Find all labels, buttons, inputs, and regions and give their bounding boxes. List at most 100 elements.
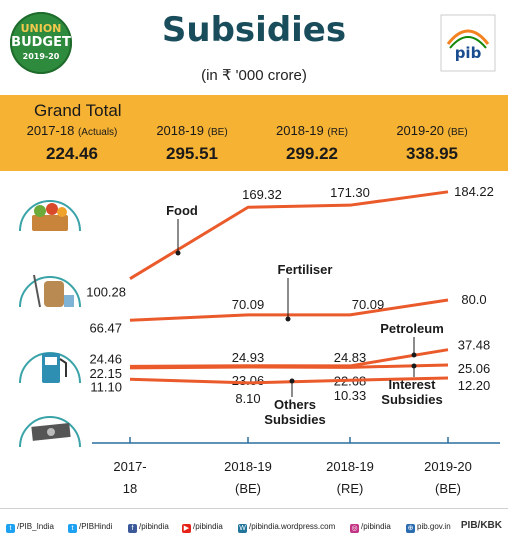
grand-total-col-2: 2018-19 (BE) 295.51 [132, 123, 252, 164]
data-label: 23.06 [232, 373, 265, 388]
fertiliser-icon-fork [33, 274, 41, 308]
data-label: 24.46 [89, 351, 122, 366]
data-label: 24.83 [334, 350, 367, 365]
data-label: 70.09 [232, 297, 265, 312]
x-tick-label: 2019-20 [424, 459, 472, 474]
data-label: 11.10 [90, 379, 122, 394]
year-text: 2018-19 [156, 123, 205, 138]
data-label: 70.09 [352, 297, 385, 312]
page-title: Subsidies [161, 10, 347, 50]
series-name: Others [274, 397, 316, 412]
series-name: Food [166, 203, 198, 218]
fuel-icon-hose [59, 358, 67, 377]
x-axis-ticks: 2017- 18 2018-19 (BE) 2018-19 (RE) 2019-20 (BE) [113, 437, 472, 496]
grand-total-col-1: 2017-18 (Actuals) 224.46 [12, 123, 132, 164]
x-tick-label: (BE) [435, 481, 461, 496]
footer-item[interactable]: t/PIBHindi [68, 522, 112, 533]
data-label: 37.48 [458, 338, 491, 353]
x-tick-label: 2017- [113, 459, 146, 474]
page-subtitle: (in ₹ '000 crore) [201, 67, 307, 84]
header: UNION BUDGET 2019-20 Subsidies (in ₹ '00… [0, 0, 508, 92]
union-budget-badge: UNION BUDGET 2019-20 [10, 12, 72, 74]
web-icon: ⊕ [406, 524, 415, 533]
footer-item[interactable]: ⊕ pib.gov.in [406, 522, 451, 533]
data-label: 25.06 [458, 361, 491, 376]
data-label: 184.22 [454, 184, 494, 199]
series-line-4 [129, 376, 449, 385]
fertiliser-icon-arc [19, 276, 81, 308]
fuel-icon-screen [45, 357, 57, 365]
x-tick-label: 2018-19 [224, 459, 272, 474]
pib-logo: pib [440, 14, 496, 72]
instagram-icon: ◎ [350, 524, 359, 533]
twitter-icon: t [6, 524, 15, 533]
grand-total-year: 2019-20 (BE) [372, 123, 492, 138]
fertiliser-sack-icon [19, 274, 81, 308]
food-icon-veg-1 [34, 205, 46, 217]
footer-item[interactable]: t/PIB_India [6, 522, 54, 533]
footer-brand: PIB/KBK [460, 520, 502, 531]
pib-logo-text: pib [455, 44, 482, 62]
x-tick-label: 18 [123, 481, 137, 496]
x-tick-label: 2018-19 [326, 459, 374, 474]
data-label: 171.30 [330, 185, 370, 200]
grand-total-value: 224.46 [46, 144, 98, 163]
footer-item[interactable]: f/pibindia [128, 522, 169, 533]
year-note: (RE) [327, 127, 348, 138]
pib-logo-arc-top [446, 29, 490, 45]
grand-total-value: 299.22 [286, 144, 338, 163]
data-label: 24.93 [232, 350, 265, 365]
badge-line-2: BUDGET [11, 35, 71, 50]
series-line-1 [129, 298, 449, 322]
series-line-0 [129, 190, 449, 280]
footer-item[interactable]: W/pibindia.wordpress.com [238, 522, 336, 533]
food-icon-crate [32, 215, 68, 231]
grand-total-year: 2017-18 (Actuals) [12, 123, 132, 138]
year-note: (BE) [207, 127, 228, 138]
year-note: (BE) [447, 127, 468, 138]
data-label: 66.47 [89, 320, 122, 335]
footer-item[interactable]: ◎/pibindia [350, 522, 391, 533]
data-label: 80.0 [461, 292, 486, 307]
money-icon [19, 416, 81, 448]
footer-item[interactable]: ▶/pibindia [182, 522, 223, 533]
series-line-3 [129, 363, 449, 370]
money-icon-coin [47, 428, 55, 436]
wordpress-icon: W [238, 524, 247, 533]
year-text: 2019-20 [396, 123, 445, 138]
fertiliser-icon-sack [44, 281, 64, 307]
youtube-icon: ▶ [182, 524, 191, 533]
grand-total-label: Grand Total [34, 101, 122, 120]
grand-total-value: 338.95 [406, 144, 458, 163]
grand-total-col-4: 2019-20 (BE) 338.95 [372, 123, 492, 164]
series-name: Subsidies [381, 392, 442, 407]
data-label: 100.28 [86, 285, 126, 300]
x-tick-label: (BE) [235, 481, 261, 496]
fertiliser-icon-bucket [64, 295, 74, 307]
data-label: 22.15 [89, 366, 122, 381]
series-name: Subsidies [264, 412, 325, 427]
series-group: 100.28 169.32 171.30 184.22 66.47 70.09 70.09 8… [86, 184, 494, 406]
grand-total-year: 2018-19 (BE) [132, 123, 252, 138]
badge-line-1: UNION [20, 22, 62, 35]
food-icon-arc [19, 200, 81, 232]
footer: t/PIB_India t/PIBHindi f/pibindia ▶/pibi… [0, 508, 508, 543]
grand-total-value: 295.51 [166, 144, 218, 163]
year-note: (Actuals) [77, 127, 118, 138]
data-label: 12.20 [458, 378, 491, 393]
food-icon-veg-3 [57, 207, 67, 217]
series-name-group: FoodFertiliserPetroleumInterestSubsidies… [166, 203, 444, 427]
grand-total-year: 2018-19 (RE) [252, 123, 372, 138]
badge-line-3: 2019-20 [22, 52, 60, 61]
x-tick-label: (RE) [337, 481, 364, 496]
data-label: 8.10 [235, 391, 260, 406]
fuel-pump-icon [19, 352, 81, 384]
subsidies-line-chart: 2017- 18 2018-19 (BE) 2018-19 (RE) 2019-20 (BE)… [19, 184, 500, 496]
pib-logo-arc-mid [449, 36, 487, 49]
series-name: Fertiliser [278, 262, 333, 277]
twitter-icon: t [68, 524, 77, 533]
grand-total-col-3: 2018-19 (RE) 299.22 [252, 123, 372, 164]
grand-total-panel: Grand Total 2017-18 (Actuals) 224.46 201… [0, 95, 508, 171]
food-basket-icon [19, 200, 81, 232]
money-icon-arc [19, 416, 81, 448]
